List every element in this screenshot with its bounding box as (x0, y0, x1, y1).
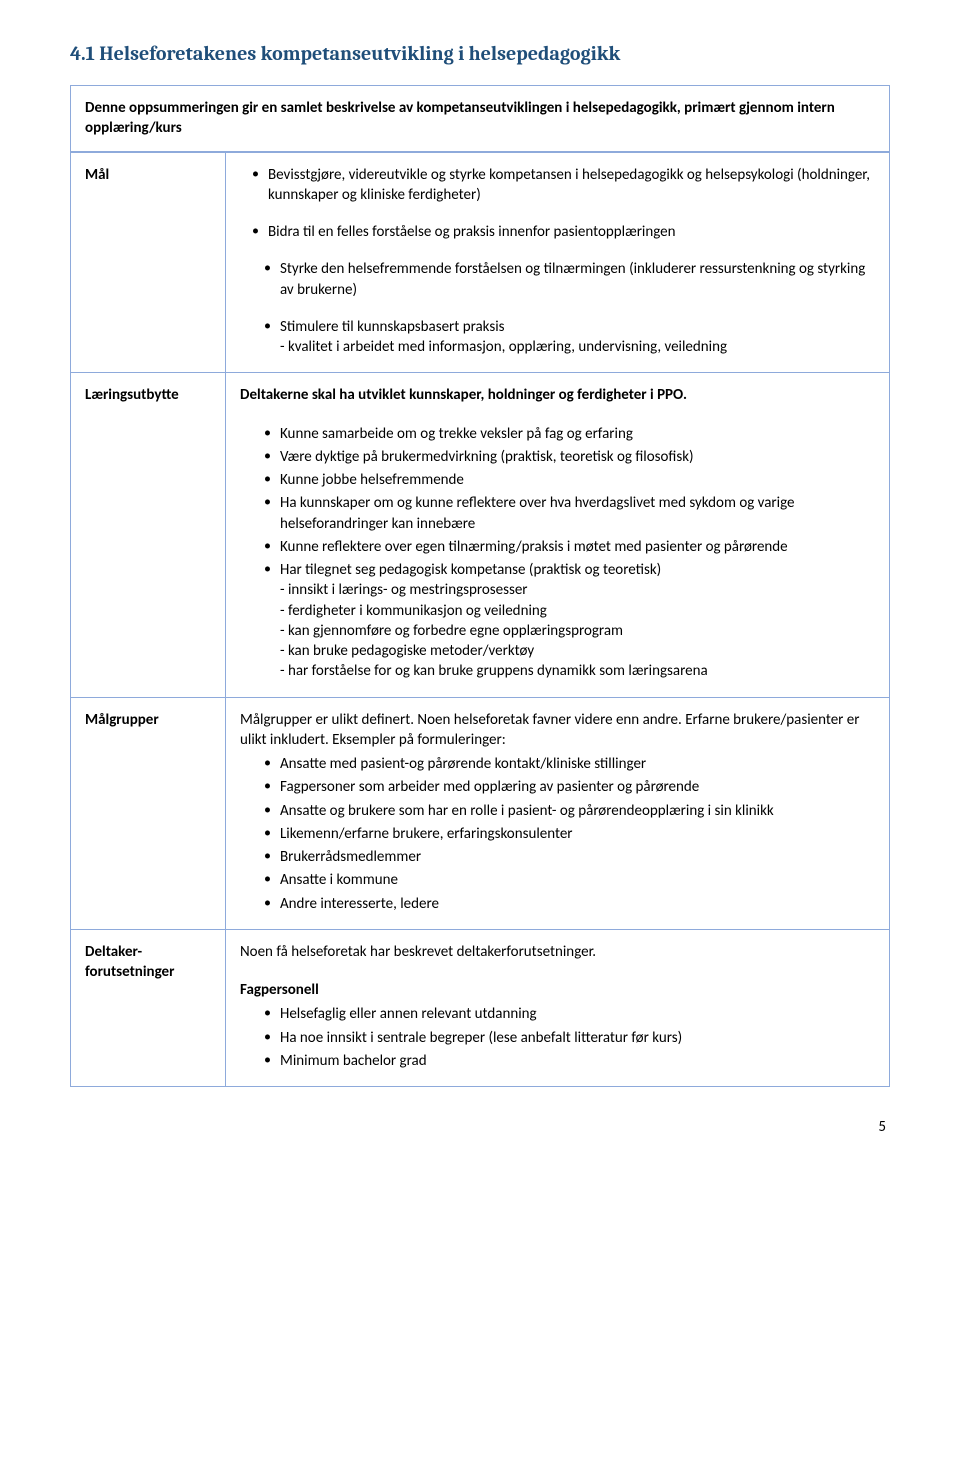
row-content-laering: Deltakerne skal ha utviklet kunnskaper, … (226, 373, 890, 697)
list-item: Ansatte med pasient-og pårørende kontakt… (240, 754, 875, 774)
lead-text: Noen få helseforetak har beskrevet delta… (240, 942, 875, 962)
list-item: Helsefaglig eller annen relevant utdanni… (240, 1004, 875, 1024)
lead-text: Deltakerne skal ha utviklet kunnskaper, … (240, 385, 875, 405)
list-item: Bevisstgjøre, videreutvikle og styrke ko… (240, 165, 875, 206)
list-item-subtext: - kan bruke pedagogiske metoder/verktøy (280, 641, 875, 661)
table-row: Deltaker-forutsetninger Noen få helsefor… (71, 929, 890, 1086)
list-item: Bidra til en felles forståelse og praksi… (240, 222, 875, 242)
list-item: Kunne samarbeide om og trekke veksler på… (240, 424, 875, 444)
list-item: Andre interesserte, ledere (240, 894, 875, 914)
lead-text: Målgrupper er ulikt definert. Noen helse… (240, 710, 875, 751)
list-item: Ansatte i kommune (240, 870, 875, 890)
list-item-text: Har tilegnet seg pedagogisk kompetanse (… (280, 561, 661, 579)
intro-text: Denne oppsummeringen gir en samlet beskr… (85, 98, 875, 139)
list-item: Har tilegnet seg pedagogisk kompetanse (… (240, 560, 875, 682)
list-item: Kunne reflektere over egen tilnærming/pr… (240, 537, 875, 557)
list-item: Ansatte og brukere som har en rolle i pa… (240, 801, 875, 821)
section-heading: 4.1 Helseforetakenes kompetanseutvikling… (70, 40, 890, 67)
list-item: Styrke den helsefremmende forståelsen og… (240, 259, 875, 300)
content-table: Mål Bevisstgjøre, videreutvikle og styrk… (70, 152, 890, 1088)
list-item: Være dyktige på brukermedvirkning (prakt… (240, 447, 875, 467)
row-content-malgrupper: Målgrupper er ulikt definert. Noen helse… (226, 697, 890, 929)
list-item-subtext: - innsikt i lærings- og mestringsprosess… (280, 580, 875, 600)
list-item-subtext: - kvalitet i arbeidet med informasjon, o… (280, 337, 875, 357)
row-label-deltaker: Deltaker-forutsetninger (71, 929, 226, 1086)
list-item: Fagpersoner som arbeider med opplæring a… (240, 777, 875, 797)
row-label-malgrupper: Målgrupper (71, 697, 226, 929)
list-item-subtext: - ferdigheter i kommunikasjon og veiledn… (280, 601, 875, 621)
subheading: Fagpersonell (240, 980, 875, 1000)
list-item: Ha noe innsikt i sentrale begreper (lese… (240, 1028, 875, 1048)
list-item: Minimum bachelor grad (240, 1051, 875, 1071)
list-item: Ha kunnskaper om og kunne reflektere ove… (240, 493, 875, 534)
row-label-laering: Læringsutbytte (71, 373, 226, 697)
list-item: Kunne jobbe helsefremmende (240, 470, 875, 490)
table-row: Læringsutbytte Deltakerne skal ha utvikl… (71, 373, 890, 697)
page-number: 5 (70, 1117, 890, 1137)
list-item-subtext: - har forståelse for og kan bruke gruppe… (280, 661, 875, 681)
list-item: Brukerrådsmedlemmer (240, 847, 875, 867)
row-content-deltaker: Noen få helseforetak har beskrevet delta… (226, 929, 890, 1086)
table-row: Mål Bevisstgjøre, videreutvikle og styrk… (71, 152, 890, 373)
row-label-mal: Mål (71, 152, 226, 373)
list-item: Likemenn/erfarne brukere, erfaringskonsu… (240, 824, 875, 844)
list-item: Stimulere til kunnskapsbasert praksis - … (240, 317, 875, 358)
intro-box: Denne oppsummeringen gir en samlet beskr… (70, 85, 890, 152)
table-row: Målgrupper Målgrupper er ulikt definert.… (71, 697, 890, 929)
list-item-subtext: - kan gjennomføre og forbedre egne opplæ… (280, 621, 875, 641)
list-item-text: Stimulere til kunnskapsbasert praksis (280, 318, 505, 336)
row-content-mal: Bevisstgjøre, videreutvikle og styrke ko… (226, 152, 890, 373)
